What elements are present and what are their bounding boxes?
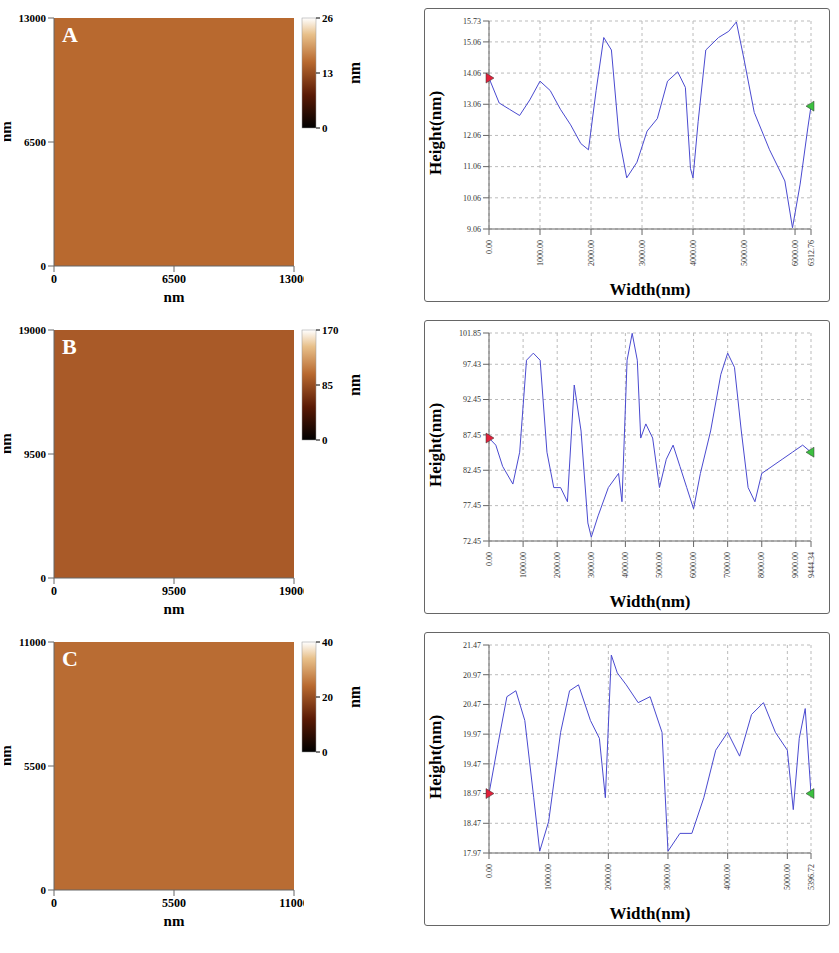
svg-text:nm: nm [346, 373, 363, 396]
svg-text:Height(nm): Height(nm) [426, 403, 445, 487]
svg-text:11000: 11000 [279, 896, 304, 910]
svg-text:5000.00: 5000.00 [655, 552, 664, 578]
svg-text:Height(nm): Height(nm) [426, 715, 445, 799]
svg-text:21.47: 21.47 [463, 641, 481, 650]
svg-text:3000.00: 3000.00 [638, 240, 647, 266]
svg-text:5000.00: 5000.00 [740, 240, 749, 266]
svg-text:Width(nm): Width(nm) [610, 904, 691, 923]
svg-text:101.85: 101.85 [459, 329, 481, 338]
svg-text:13: 13 [322, 67, 334, 79]
svg-text:15.73: 15.73 [463, 17, 481, 26]
svg-text:2000.00: 2000.00 [553, 552, 562, 578]
svg-text:15.06: 15.06 [463, 38, 481, 47]
svg-text:170: 170 [322, 324, 339, 336]
svg-text:87.45: 87.45 [463, 431, 481, 440]
svg-text:nm: nm [4, 745, 14, 766]
svg-text:82.45: 82.45 [463, 466, 481, 475]
svg-text:0: 0 [322, 434, 328, 446]
svg-text:1000.00: 1000.00 [536, 240, 545, 266]
svg-text:0: 0 [51, 272, 57, 286]
svg-text:0: 0 [41, 884, 47, 896]
svg-text:13000: 13000 [19, 12, 47, 24]
svg-text:85: 85 [322, 379, 334, 391]
svg-text:nm: nm [4, 433, 14, 454]
svg-text:20.47: 20.47 [463, 700, 481, 709]
svg-text:13.06: 13.06 [463, 100, 481, 109]
svg-text:18.97: 18.97 [463, 789, 481, 798]
svg-text:4000.00: 4000.00 [723, 864, 732, 890]
svg-text:nm: nm [164, 289, 185, 305]
svg-text:7000.00: 7000.00 [723, 552, 732, 578]
svg-text:0.00: 0.00 [485, 864, 494, 878]
svg-text:0.00: 0.00 [485, 552, 494, 566]
svg-text:5396.72: 5396.72 [807, 864, 816, 890]
svg-text:11.06: 11.06 [463, 162, 481, 171]
svg-text:2000.00: 2000.00 [604, 864, 613, 890]
svg-text:11000: 11000 [19, 636, 46, 648]
svg-text:6000.00: 6000.00 [791, 240, 800, 266]
svg-text:5000.00: 5000.00 [783, 864, 792, 890]
svg-text:9.06: 9.06 [467, 225, 481, 234]
svg-text:19000: 19000 [19, 324, 47, 336]
svg-text:6000.00: 6000.00 [689, 552, 698, 578]
svg-text:72.45: 72.45 [463, 537, 481, 546]
svg-text:0: 0 [51, 896, 57, 910]
svg-text:14.06: 14.06 [463, 69, 481, 78]
svg-text:26: 26 [322, 12, 334, 24]
svg-text:1000.00: 1000.00 [519, 552, 528, 578]
svg-text:19.97: 19.97 [463, 730, 481, 739]
svg-text:10.06: 10.06 [463, 194, 481, 203]
svg-text:0: 0 [41, 572, 47, 584]
svg-text:5500: 5500 [24, 760, 47, 772]
svg-text:nm: nm [164, 913, 185, 929]
svg-text:0: 0 [322, 746, 328, 758]
svg-text:77.45: 77.45 [463, 501, 481, 510]
svg-text:Height(nm): Height(nm) [426, 91, 445, 175]
html-text:A: A [62, 22, 78, 47]
svg-text:19000: 19000 [279, 584, 304, 598]
svg-text:6500: 6500 [162, 272, 186, 286]
svg-text:97.43: 97.43 [463, 360, 481, 369]
svg-text:9500: 9500 [162, 584, 186, 598]
svg-text:40: 40 [322, 636, 334, 648]
svg-text:0.00: 0.00 [485, 240, 494, 254]
svg-text:6312.76: 6312.76 [807, 240, 816, 266]
svg-text:9000.00: 9000.00 [791, 552, 800, 578]
svg-text:3000.00: 3000.00 [587, 552, 596, 578]
svg-text:Width(nm): Width(nm) [610, 280, 691, 299]
svg-text:0: 0 [41, 260, 47, 272]
svg-text:1000.00: 1000.00 [544, 864, 553, 890]
svg-text:0: 0 [322, 122, 328, 134]
svg-text:nm: nm [346, 61, 363, 84]
svg-text:Width(nm): Width(nm) [610, 592, 691, 611]
svg-text:18.47: 18.47 [463, 819, 481, 828]
svg-text:19.47: 19.47 [463, 760, 481, 769]
svg-text:0: 0 [51, 584, 57, 598]
svg-text:5500: 5500 [162, 896, 186, 910]
html-text:C: C [62, 646, 78, 671]
svg-text:4000.00: 4000.00 [689, 240, 698, 266]
html-text:B: B [62, 334, 77, 359]
svg-text:8000.00: 8000.00 [757, 552, 766, 578]
svg-text:nm: nm [164, 601, 185, 617]
svg-text:nm: nm [4, 121, 14, 142]
svg-text:92.45: 92.45 [463, 395, 481, 404]
svg-text:17.97: 17.97 [463, 849, 481, 858]
svg-text:20: 20 [322, 691, 334, 703]
svg-text:2000.00: 2000.00 [587, 240, 596, 266]
svg-text:13000: 13000 [279, 272, 304, 286]
svg-text:9444.34: 9444.34 [807, 552, 816, 578]
svg-text:12.06: 12.06 [463, 131, 481, 140]
svg-text:6500: 6500 [24, 136, 47, 148]
svg-text:3000.00: 3000.00 [663, 864, 672, 890]
svg-text:4000.00: 4000.00 [621, 552, 630, 578]
svg-text:9500: 9500 [24, 448, 47, 460]
svg-text:20.97: 20.97 [463, 671, 481, 680]
svg-text:nm: nm [346, 685, 363, 708]
